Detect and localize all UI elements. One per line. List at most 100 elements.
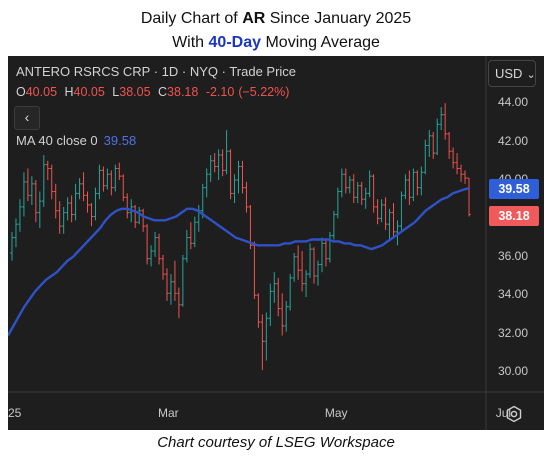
change-value: -2.10 bbox=[205, 85, 235, 99]
chart-caption: Chart courtesy of LSEG Workspace bbox=[157, 434, 395, 451]
chart-settings-button[interactable] bbox=[505, 405, 527, 425]
ohlc-bar bbox=[407, 170, 412, 205]
ohlc-bar bbox=[101, 166, 106, 192]
ohlc-bar bbox=[375, 199, 380, 225]
ohlc-bar bbox=[431, 132, 436, 159]
ohlc-readout: O40.05 H40.05 L38.05 C38.18 -2.10 (−5.22%… bbox=[16, 85, 293, 99]
ohlc-bar bbox=[157, 233, 161, 265]
ohlc-bar bbox=[26, 168, 30, 202]
ohlc-bar bbox=[73, 183, 78, 221]
subtitle-prefix: With bbox=[172, 34, 209, 51]
ohlc-bar bbox=[403, 174, 408, 200]
ohlc-bar bbox=[387, 208, 392, 242]
ohlc-bar bbox=[451, 147, 455, 169]
ohlc-bar bbox=[93, 187, 98, 221]
ohlc-bar bbox=[77, 178, 82, 200]
ohlc-bar bbox=[268, 283, 273, 326]
title-suffix: Since January 2025 bbox=[265, 10, 412, 27]
ohlc-bar bbox=[443, 103, 447, 140]
x-tick-label: May bbox=[324, 406, 348, 420]
ohlc-bar bbox=[133, 204, 137, 228]
ohlc-bar bbox=[121, 174, 126, 202]
ohlc-bar bbox=[415, 170, 420, 196]
ohlc-bar bbox=[30, 176, 34, 205]
ohlc-bar bbox=[260, 314, 265, 371]
ohlc-bar bbox=[34, 180, 38, 223]
ohlc-bar bbox=[208, 155, 213, 182]
ohlc-bar bbox=[200, 183, 205, 219]
ohlc-bar bbox=[272, 272, 277, 303]
ohlc-bar bbox=[65, 197, 70, 221]
ohlc-bar bbox=[125, 193, 130, 219]
ohlc-bar bbox=[228, 149, 233, 200]
ohlc-bar bbox=[141, 208, 145, 232]
y-tick-label: 42.00 bbox=[498, 133, 529, 148]
ohlc-bar bbox=[463, 170, 467, 184]
price-chart-svg[interactable] bbox=[8, 56, 544, 430]
ohlc-bar bbox=[427, 130, 432, 157]
ohlc-bar bbox=[419, 166, 424, 196]
gear-icon bbox=[506, 405, 522, 423]
ohlc-bar bbox=[49, 164, 54, 200]
ohlc-bar bbox=[292, 252, 296, 282]
ohlc-bar bbox=[355, 181, 360, 204]
ohlc-bar bbox=[224, 130, 229, 175]
ohlc-bar bbox=[173, 260, 177, 301]
ohlc-bar bbox=[169, 274, 173, 305]
ohlc-bar bbox=[284, 300, 288, 332]
ohlc-bar bbox=[181, 254, 185, 307]
ohlc-bar bbox=[161, 254, 165, 280]
ohlc-bar bbox=[53, 183, 58, 219]
ohlc-bar bbox=[41, 155, 46, 207]
low-value: 38.05 bbox=[119, 85, 151, 99]
ma-price-badge: 39.58 bbox=[489, 179, 539, 199]
ohlc-bar bbox=[439, 107, 443, 131]
ohlc-bar bbox=[236, 160, 241, 194]
ohlc-bar bbox=[447, 132, 451, 159]
ohlc-bar bbox=[137, 206, 141, 225]
y-tick-label: 30.00 bbox=[498, 364, 529, 378]
ohlc-bar bbox=[359, 181, 364, 205]
title-ticker: AR bbox=[242, 10, 266, 27]
chart-title: Daily Chart of AR Since January 2025 bbox=[0, 9, 552, 29]
ohlc-bar bbox=[10, 231, 14, 261]
ohlc-bar bbox=[196, 204, 201, 232]
currency-selector[interactable]: USD ⌄ bbox=[488, 60, 536, 87]
subtitle-highlight: 40-Day bbox=[208, 34, 262, 51]
ma-legend[interactable]: MA 40 close 0 39.58 bbox=[16, 133, 136, 148]
ma-legend-label: MA 40 close 0 bbox=[16, 133, 98, 148]
ohlc-bar bbox=[304, 270, 308, 298]
ohlc-bar bbox=[367, 170, 372, 198]
ohlc-bar bbox=[153, 231, 157, 257]
open-value: 40.05 bbox=[25, 85, 58, 99]
chevron-left-icon: ‹ bbox=[24, 109, 30, 125]
ohlc-bar bbox=[455, 153, 459, 175]
ohlc-bar bbox=[328, 231, 332, 263]
ohlc-bar bbox=[288, 274, 292, 311]
ohlc-bar bbox=[14, 218, 18, 248]
chart-subtitle: With 40-Day Moving Average bbox=[0, 33, 552, 53]
y-tick-label: 32.00 bbox=[498, 325, 529, 340]
ohlc-bar bbox=[320, 237, 324, 273]
ohlc-bar bbox=[89, 203, 94, 227]
close-value: 38.18 bbox=[167, 85, 199, 99]
ohlc-bar bbox=[85, 191, 90, 213]
ohlc-bar bbox=[61, 206, 66, 234]
title-prefix: Daily Chart of bbox=[140, 10, 243, 27]
collapse-legend-button[interactable]: ‹ bbox=[14, 106, 40, 130]
chart-panel[interactable]: ANTERO RSRCS CRP · 1D · NYQ · Trade Pric… bbox=[8, 56, 544, 430]
ohlc-bar bbox=[324, 239, 328, 267]
ohlc-bar bbox=[165, 268, 169, 301]
chevron-down-icon: ⌄ bbox=[526, 69, 536, 81]
ohlc-bar bbox=[57, 201, 62, 234]
ohlc-bar bbox=[109, 170, 114, 196]
ohlc-bar bbox=[276, 277, 281, 317]
ohlc-bar bbox=[467, 177, 471, 217]
close-label: C bbox=[158, 85, 168, 99]
ohlc-bar bbox=[391, 203, 396, 238]
high-label: H bbox=[64, 85, 74, 99]
ohlc-bar bbox=[220, 149, 225, 177]
ohlc-bar bbox=[105, 168, 110, 190]
ohlc-bars bbox=[10, 103, 471, 371]
ohlc-bar bbox=[22, 172, 26, 217]
